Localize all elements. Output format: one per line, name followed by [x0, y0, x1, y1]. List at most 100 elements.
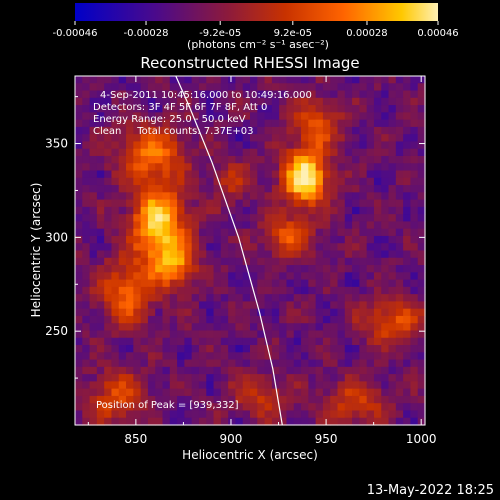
heatmap-cell [191, 76, 200, 84]
heatmap-cell [417, 272, 426, 281]
heatmap-cell [315, 286, 324, 295]
heatmap-cell [308, 119, 317, 128]
heatmap-cell [301, 279, 309, 288]
heatmap-cell [133, 374, 142, 382]
heatmap-cell [191, 192, 200, 201]
heatmap-cell [352, 366, 360, 375]
heatmap-cell [315, 199, 324, 208]
heatmap-cell [286, 112, 295, 121]
heatmap-cell [140, 337, 149, 346]
heatmap-cell [213, 141, 222, 150]
heatmap-cell [228, 155, 237, 164]
heatmap-cell [155, 381, 164, 390]
heatmap-cell [417, 381, 426, 390]
heatmap-cell [198, 192, 207, 201]
heatmap-cell [279, 257, 288, 266]
heatmap-cell [279, 345, 288, 353]
heatmap-cell [279, 366, 288, 375]
heatmap-cell [147, 279, 156, 288]
heatmap-cell [104, 228, 113, 237]
heatmap-cell [96, 199, 105, 208]
heatmap-cell [366, 199, 375, 208]
heatmap-cell [322, 294, 331, 302]
heatmap-cell [206, 119, 215, 128]
heatmap-cell [417, 199, 426, 208]
heatmap-cell [279, 272, 288, 281]
heatmap-cell [344, 177, 353, 186]
heatmap-cell [337, 235, 346, 244]
heatmap-cell [89, 417, 98, 426]
heatmap-cell [111, 301, 120, 310]
heatmap-cell [286, 410, 295, 419]
heatmap-cell [162, 417, 171, 426]
heatmap-cell [264, 265, 273, 273]
heatmap-cell [147, 315, 156, 324]
heatmap-cell [111, 76, 120, 84]
heatmap-cell [373, 345, 382, 353]
heatmap-cell [104, 163, 113, 172]
heatmap-cell [140, 163, 149, 172]
heatmap-cell [75, 83, 83, 92]
heatmap-cell [395, 417, 404, 426]
heatmap-cell [352, 155, 360, 164]
heatmap-cell [126, 119, 134, 128]
heatmap-cell [140, 395, 149, 404]
heatmap-cell [417, 366, 426, 375]
heatmap-cell [198, 163, 207, 172]
heatmap-cell [293, 76, 302, 84]
heatmap-cell [286, 265, 295, 273]
heatmap-cell [133, 366, 142, 375]
heatmap-cell [330, 170, 339, 179]
heatmap-cell [250, 192, 258, 201]
heatmap-cell [82, 286, 91, 295]
heatmap-cell [308, 403, 317, 412]
heatmap-cell [147, 105, 156, 113]
heatmap-cell [162, 141, 171, 150]
heatmap-cell [403, 185, 412, 193]
heatmap-cell [410, 76, 419, 84]
heatmap-cell [301, 410, 309, 419]
heatmap-cell [242, 141, 251, 150]
heatmap-cell [228, 97, 237, 106]
heatmap-cell [184, 345, 193, 353]
heatmap-cell [410, 177, 419, 186]
heatmap-cell [242, 97, 251, 106]
heatmap-cell [220, 366, 229, 375]
heatmap-cell [395, 366, 404, 375]
heatmap-cell [344, 272, 353, 281]
heatmap-cell [293, 119, 302, 128]
heatmap-cell [286, 105, 295, 113]
heatmap-cell [403, 148, 412, 157]
heatmap-cell [184, 381, 193, 390]
heatmap-cell [96, 374, 105, 382]
heatmap-cell [315, 388, 324, 397]
heatmap-cell [191, 308, 200, 317]
heatmap-cell [177, 250, 185, 259]
heatmap-cell [140, 134, 149, 143]
heatmap-cell [169, 308, 178, 317]
heatmap-cell [111, 294, 120, 302]
heatmap-cell [293, 243, 302, 252]
heatmap-cell [104, 90, 113, 99]
heatmap-cell [184, 170, 193, 179]
heatmap-cell [410, 337, 419, 346]
heatmap-cell [213, 410, 222, 419]
heatmap-cell [322, 119, 331, 128]
heatmap-cell [417, 410, 426, 419]
heatmap-cell [330, 148, 339, 157]
heatmap-cell [359, 374, 368, 382]
heatmap-cell [417, 403, 426, 412]
heatmap-cell [250, 345, 258, 353]
heatmap-cell [279, 403, 288, 412]
heatmap-cell [322, 257, 331, 266]
heatmap-cell [337, 301, 346, 310]
heatmap-cell [403, 272, 412, 281]
heatmap-cell [155, 308, 164, 317]
heatmap-cell [352, 134, 360, 143]
heatmap-cell [403, 417, 412, 426]
heatmap-cell [191, 105, 200, 113]
heatmap-cell [118, 155, 127, 164]
heatmap-cell [301, 417, 309, 426]
heatmap-cell [250, 352, 258, 361]
